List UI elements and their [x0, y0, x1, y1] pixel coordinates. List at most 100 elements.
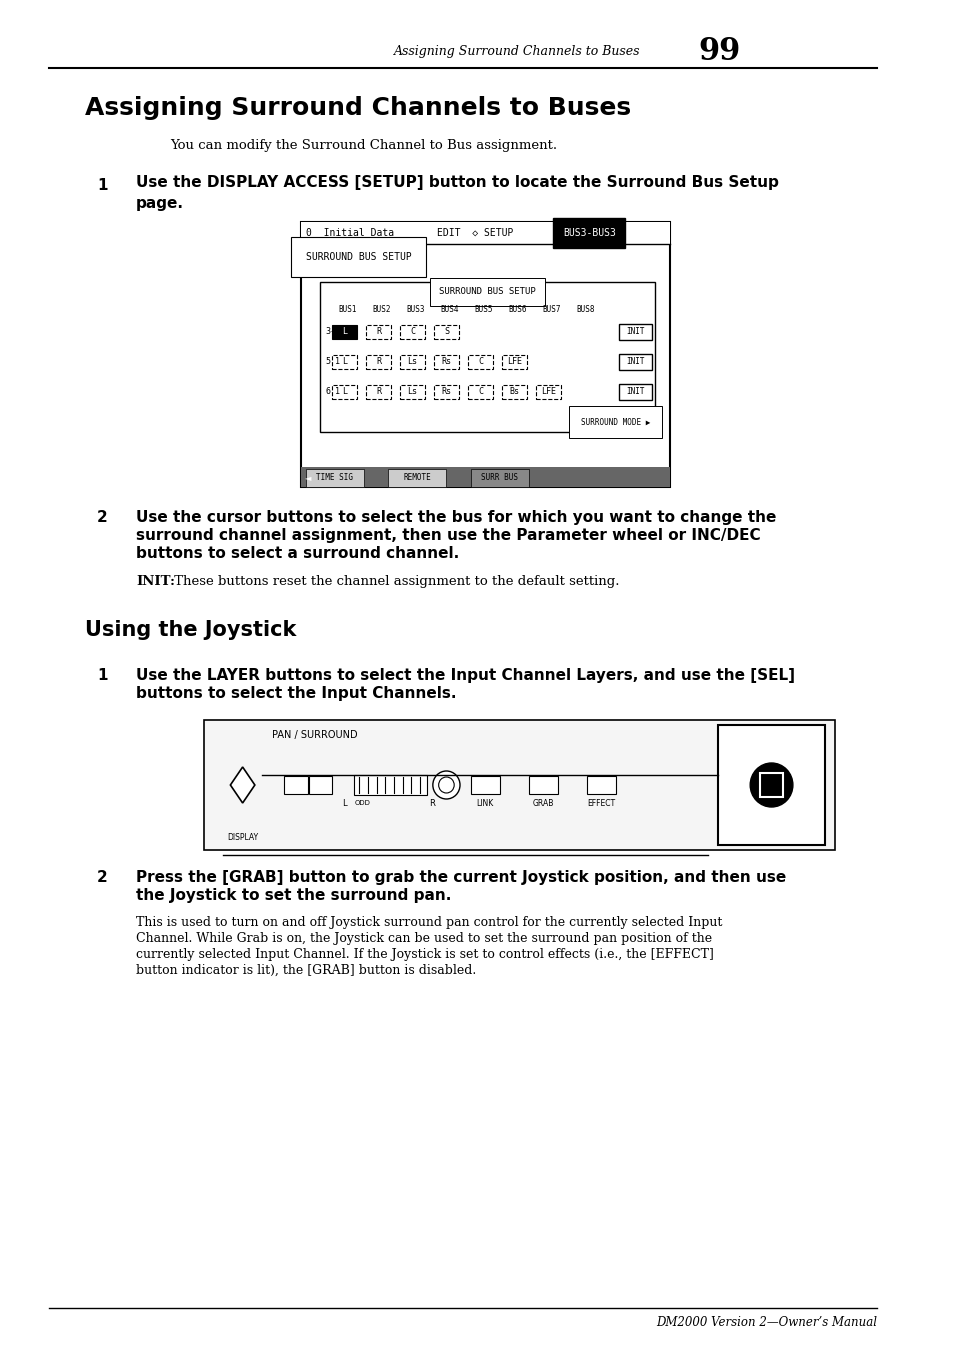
Text: SURR BUS: SURR BUS	[481, 473, 517, 482]
Circle shape	[438, 777, 454, 793]
Polygon shape	[231, 767, 254, 802]
Text: BUS5: BUS5	[474, 305, 492, 315]
Bar	[366, 385, 391, 399]
Text: INIT: INIT	[626, 388, 644, 396]
Text: Ls: Ls	[407, 358, 417, 366]
Text: the Joystick to set the surround pan.: the Joystick to set the surround pan.	[135, 888, 451, 902]
Text: You can modify the Surround Channel to Bus assignment.: You can modify the Surround Channel to B…	[170, 139, 557, 151]
Bar	[366, 355, 391, 369]
Text: EDIT  ◇ SETUP: EDIT ◇ SETUP	[436, 228, 513, 238]
Bar	[760, 773, 782, 797]
Bar	[467, 385, 493, 399]
Text: 6.1: 6.1	[325, 388, 340, 396]
Text: BUS3-BUS3: BUS3-BUS3	[562, 228, 615, 238]
Bar	[434, 326, 458, 339]
Text: Use the cursor buttons to select the bus for which you want to change the: Use the cursor buttons to select the bus…	[135, 509, 776, 526]
Text: This is used to turn on and off Joystick surround pan control for the currently : This is used to turn on and off Joystick…	[135, 916, 721, 929]
Text: R: R	[429, 798, 435, 808]
Text: Channel. While Grab is on, the Joystick can be used to set the surround pan posi: Channel. While Grab is on, the Joystick …	[135, 932, 711, 944]
Text: Rs: Rs	[441, 388, 451, 396]
Bar	[399, 355, 425, 369]
Text: INIT: INIT	[626, 358, 644, 366]
Text: 99: 99	[698, 36, 740, 68]
Bar	[586, 775, 616, 794]
Text: buttons to select the Input Channels.: buttons to select the Input Channels.	[135, 686, 456, 701]
Text: LFE: LFE	[506, 358, 521, 366]
Bar	[388, 469, 446, 486]
Bar	[399, 385, 425, 399]
Text: Use the LAYER buttons to select the Input Channel Layers, and use the [SEL]: Use the LAYER buttons to select the Inpu…	[135, 667, 794, 684]
Text: C: C	[410, 327, 415, 336]
Bar	[467, 355, 493, 369]
Text: SURROUND MODE ▶: SURROUND MODE ▶	[580, 417, 650, 427]
Text: 0  Initial Data: 0 Initial Data	[305, 228, 394, 238]
Text: L: L	[342, 358, 347, 366]
Text: button indicator is lit), the [GRAB] button is disabled.: button indicator is lit), the [GRAB] but…	[135, 965, 476, 977]
Text: R: R	[375, 358, 380, 366]
Text: BUS4: BUS4	[439, 305, 458, 315]
Text: 3-1: 3-1	[325, 327, 340, 336]
Bar	[305, 469, 363, 486]
Text: Assigning Surround Channels to Buses: Assigning Surround Channels to Buses	[394, 46, 639, 58]
Text: SURROUND BUS SETUP: SURROUND BUS SETUP	[438, 288, 536, 296]
Text: Press the [GRAB] button to grab the current Joystick position, and then use: Press the [GRAB] button to grab the curr…	[135, 870, 785, 885]
Bar	[718, 725, 824, 844]
Text: ◄: ◄	[305, 473, 312, 482]
Text: S: S	[443, 327, 449, 336]
Text: 2: 2	[97, 509, 108, 526]
Text: Bs: Bs	[509, 388, 518, 396]
Text: BUS8: BUS8	[576, 305, 594, 315]
Bar	[300, 467, 669, 486]
Bar	[320, 282, 655, 432]
Bar	[332, 355, 356, 369]
Text: REMOTE: REMOTE	[403, 473, 431, 482]
Text: BUS6: BUS6	[508, 305, 526, 315]
Bar	[204, 720, 834, 850]
Text: INIT: INIT	[626, 327, 644, 336]
Circle shape	[433, 771, 459, 798]
Text: R: R	[375, 388, 380, 396]
Text: BUS1: BUS1	[337, 305, 356, 315]
Text: SURROUND BUS SETUP: SURROUND BUS SETUP	[305, 253, 411, 262]
Text: R: R	[375, 327, 380, 336]
Bar	[528, 775, 558, 794]
Text: 1: 1	[97, 667, 108, 684]
Bar	[501, 355, 526, 369]
Text: buttons to select a surround channel.: buttons to select a surround channel.	[135, 546, 458, 561]
Text: 5.1: 5.1	[325, 358, 340, 366]
Text: C: C	[477, 388, 482, 396]
Text: DM2000 Version 2—Owner’s Manual: DM2000 Version 2—Owner’s Manual	[656, 1316, 877, 1328]
Bar	[470, 469, 528, 486]
Bar	[332, 385, 356, 399]
Text: Ls: Ls	[407, 388, 417, 396]
Bar	[284, 775, 307, 794]
Text: page.: page.	[135, 196, 184, 211]
Text: EFFECT: EFFECT	[587, 798, 615, 808]
Circle shape	[749, 763, 792, 807]
Text: ODD: ODD	[354, 800, 370, 807]
Text: INIT:: INIT:	[135, 576, 174, 588]
Text: BUS3: BUS3	[406, 305, 424, 315]
Text: DISPLAY: DISPLAY	[227, 834, 258, 843]
Bar	[332, 326, 356, 339]
Text: Using the Joystick: Using the Joystick	[86, 620, 296, 640]
Text: LFE: LFE	[540, 388, 556, 396]
Bar	[434, 385, 458, 399]
Bar	[434, 355, 458, 369]
Bar	[300, 222, 669, 245]
Text: TIME SIG: TIME SIG	[316, 473, 353, 482]
Text: surround channel assignment, then use the Parameter wheel or INC/DEC: surround channel assignment, then use th…	[135, 528, 760, 543]
Text: BUS2: BUS2	[372, 305, 390, 315]
FancyBboxPatch shape	[300, 222, 669, 486]
Bar	[536, 385, 560, 399]
Text: Assigning Surround Channels to Buses: Assigning Surround Channels to Buses	[86, 96, 631, 120]
Text: Use the DISPLAY ACCESS [SETUP] button to locate the Surround Bus Setup: Use the DISPLAY ACCESS [SETUP] button to…	[135, 176, 778, 190]
Bar	[618, 354, 652, 370]
Bar	[618, 384, 652, 400]
Text: L: L	[342, 798, 347, 808]
Text: LINK: LINK	[476, 798, 494, 808]
Bar	[618, 324, 652, 340]
Text: 1: 1	[97, 178, 108, 193]
Text: L: L	[342, 327, 347, 336]
Text: Rs: Rs	[441, 358, 451, 366]
